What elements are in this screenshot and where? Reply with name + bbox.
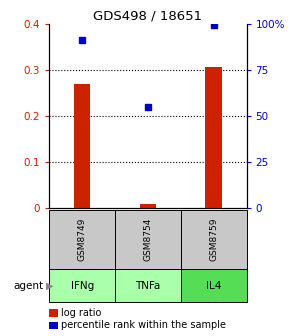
Text: agent: agent bbox=[13, 281, 44, 291]
Text: IFNg: IFNg bbox=[70, 281, 94, 291]
Text: GSM8749: GSM8749 bbox=[78, 218, 87, 261]
Text: log ratio: log ratio bbox=[61, 308, 101, 318]
Bar bbox=[140, 204, 156, 208]
Bar bbox=[205, 68, 222, 208]
Title: GDS498 / 18651: GDS498 / 18651 bbox=[93, 9, 202, 23]
Text: GSM8759: GSM8759 bbox=[209, 218, 218, 261]
Bar bbox=[74, 84, 90, 208]
Text: IL4: IL4 bbox=[206, 281, 221, 291]
Text: TNFa: TNFa bbox=[135, 281, 161, 291]
Text: ▶: ▶ bbox=[46, 281, 54, 291]
Text: GSM8754: GSM8754 bbox=[143, 218, 153, 261]
Text: percentile rank within the sample: percentile rank within the sample bbox=[61, 320, 226, 330]
